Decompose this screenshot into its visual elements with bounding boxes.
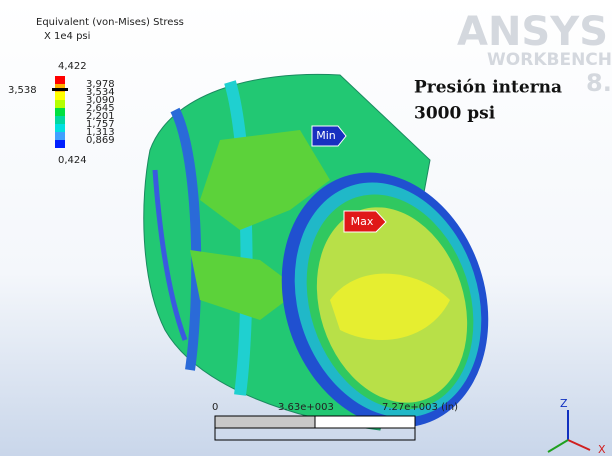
legend-probe-marker — [52, 88, 68, 91]
min-label: Min — [316, 129, 336, 142]
legend-swatch — [55, 140, 65, 148]
max-label: Max — [351, 215, 374, 228]
legend-title: Equivalent (von-Mises) Stress — [36, 17, 184, 28]
legend-swatch — [55, 100, 65, 108]
scale-label: 3.63e+003 — [278, 402, 334, 413]
logo-product: WORKBENCH — [487, 50, 612, 70]
scale-segment — [215, 416, 315, 428]
page: {"legend": {"title": "Equivalent (von-Mi… — [0, 0, 612, 456]
legend-swatch — [55, 108, 65, 116]
legend-swatch — [55, 132, 65, 140]
scale-label: 0 — [212, 402, 218, 413]
axis-x-label: X — [598, 443, 606, 456]
legend-swatch — [55, 92, 65, 100]
legend-level: 4,422 — [58, 61, 87, 72]
legend-swatch — [55, 124, 65, 132]
axis-z-label: Z — [560, 397, 568, 410]
legend-unit: X 1e4 psi — [44, 31, 90, 42]
legend-probe: 3,538 — [8, 85, 37, 96]
legend-level: 0,424 — [58, 155, 87, 166]
legend-swatch — [55, 76, 65, 84]
note-line: 3000 psi — [414, 104, 496, 124]
note-line: Presión interna — [414, 78, 562, 98]
viewport: ANSYS WORKBENCH 8. Equivalent (von-Mises… — [0, 0, 612, 456]
scale-label: 7.27e+003 (in) — [382, 402, 458, 413]
legend-swatch — [55, 116, 65, 124]
scale-segment — [315, 416, 415, 428]
legend-level: 0,869 — [86, 135, 115, 146]
logo-version: 8. — [586, 69, 612, 97]
logo-name: ANSYS — [457, 9, 608, 55]
